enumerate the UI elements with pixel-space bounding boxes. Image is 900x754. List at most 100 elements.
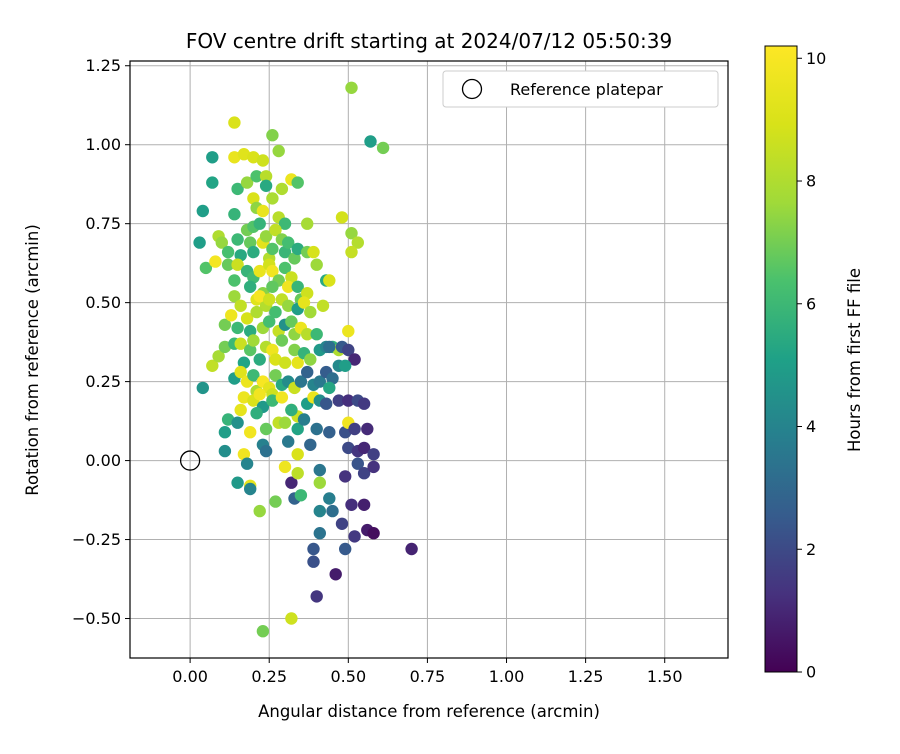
x-tick-label: 0.25 [251,667,287,686]
data-point [291,467,304,480]
data-point [269,369,282,382]
data-point [405,542,418,556]
data-point [326,504,339,518]
data-point [310,258,323,271]
data-point [221,258,235,271]
data-point [209,255,222,268]
data-point [339,542,352,556]
data-point [231,258,244,271]
data-point [294,489,308,502]
data-point [250,305,263,319]
x-tick-label: 0.50 [331,667,367,686]
data-point [357,441,371,455]
data-point [275,334,289,347]
data-point [294,375,308,388]
data-point [206,151,219,164]
axis-ticks: 0.00 0.25 0.50 0.75 1.00 1.25 1.50 −0.50 −0.25 0.… [72,56,683,686]
data-point [307,245,320,259]
data-point [291,280,304,293]
data-point [228,151,241,164]
data-point [278,217,292,230]
data-point [285,612,298,625]
data-point [364,135,377,148]
data-point [329,568,342,581]
data-point [313,476,326,489]
data-point [240,457,254,470]
data-point [244,482,257,496]
data-point [332,394,345,407]
data-point [218,426,232,439]
y-axis-label: Rotation from reference (arcmin) [23,224,42,496]
data-point [253,388,266,401]
data-point [240,176,254,189]
data-point [234,365,247,379]
data-point [231,476,244,489]
data-point [278,416,292,429]
data-point [307,542,320,556]
data-point [291,242,304,256]
data-point [285,476,298,489]
data-point [339,470,352,483]
data-point [345,81,358,95]
data-point [237,356,251,369]
data-point [247,245,260,259]
data-point [253,290,266,303]
data-point [304,305,317,319]
legend-box [442,70,719,108]
data-point [263,315,276,328]
y-tick-label: 0.00 [85,451,121,470]
data-point [351,457,364,470]
data-point [326,372,339,385]
data-point [234,337,247,350]
data-point [304,353,317,366]
data-point [342,343,355,357]
data-point [266,280,279,293]
data-point [237,448,251,461]
data-point [221,245,235,259]
data-point [263,293,276,306]
data-point [234,403,247,417]
data-point [240,312,254,325]
colorbar-tick-label: 8 [806,172,816,191]
plot-frame [129,60,729,659]
data-point [304,438,317,451]
data-point [310,422,323,436]
data-point [301,287,314,300]
data-point [269,353,282,366]
data-point [367,448,380,461]
data-point [301,328,314,341]
data-point [228,290,241,303]
data-point [275,182,289,196]
data-point [339,426,352,439]
data-point [244,426,257,439]
legend: Reference platepar [442,70,719,108]
data-point [256,204,270,218]
y-tick-label: 0.50 [85,293,121,312]
chart-title: FOV centre drift starting at 2024/07/12 … [186,29,672,53]
data-point [247,151,260,164]
y-tick-label: −0.25 [72,530,121,549]
data-point [345,498,358,511]
data-point [278,356,292,369]
data-point [285,271,298,284]
data-point [307,555,320,568]
data-point [244,343,257,357]
colorbar-tick-label: 2 [806,540,816,559]
data-point [247,192,260,205]
data-point [288,252,301,265]
data-point [237,148,251,161]
data-point [266,242,279,256]
data-point [323,426,336,439]
data-point [357,397,371,410]
data-point [335,211,349,224]
data-point [357,498,371,511]
colorbar-ticks: 0 2 4 6 8 10 [797,49,826,682]
reference-platepar-marker [179,450,201,471]
data-point [247,334,260,347]
data-point [196,381,209,395]
data-point [259,230,273,243]
colorbar: 0 2 4 6 8 10 Hours from first FF file [764,45,864,682]
data-point [199,261,213,275]
data-point [367,460,380,474]
